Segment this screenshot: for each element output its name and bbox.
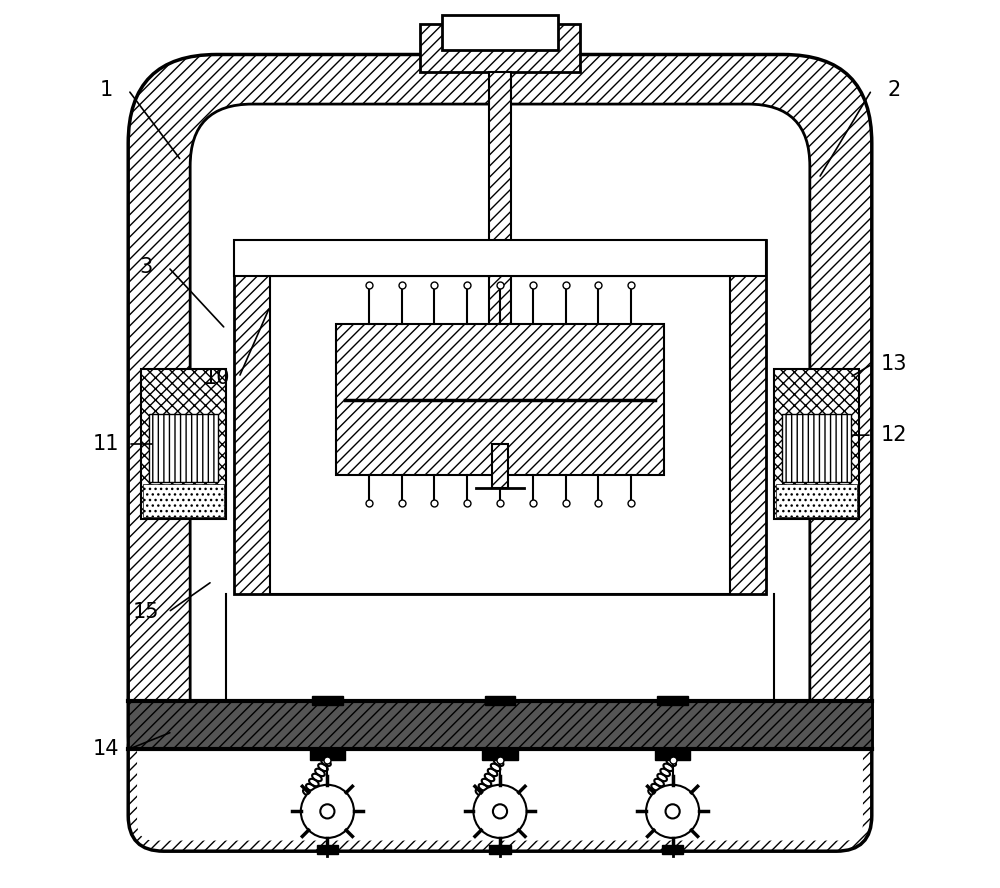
FancyBboxPatch shape bbox=[128, 714, 872, 852]
Bar bbox=[128, 701, 872, 749]
Circle shape bbox=[493, 805, 507, 819]
Bar bbox=[662, 845, 683, 854]
Bar bbox=[774, 369, 859, 519]
Text: 13: 13 bbox=[881, 354, 907, 375]
Text: 2: 2 bbox=[887, 80, 901, 100]
Bar bbox=[317, 845, 338, 854]
Circle shape bbox=[301, 785, 354, 838]
Text: 11: 11 bbox=[93, 434, 119, 454]
Text: 15: 15 bbox=[133, 602, 159, 622]
Bar bbox=[492, 444, 508, 488]
Bar bbox=[489, 845, 511, 854]
Bar bbox=[655, 749, 690, 760]
FancyBboxPatch shape bbox=[128, 54, 872, 825]
Bar bbox=[141, 369, 226, 519]
Bar bbox=[482, 749, 518, 760]
Circle shape bbox=[320, 805, 334, 819]
FancyBboxPatch shape bbox=[190, 104, 810, 794]
Text: 10: 10 bbox=[203, 368, 230, 387]
Bar bbox=[312, 696, 343, 705]
Text: 3: 3 bbox=[139, 257, 153, 277]
Bar bbox=[489, 72, 511, 444]
Bar bbox=[310, 749, 345, 760]
Bar bbox=[270, 276, 730, 594]
Circle shape bbox=[646, 785, 699, 838]
FancyBboxPatch shape bbox=[137, 725, 863, 841]
Bar bbox=[234, 241, 766, 276]
Bar bbox=[782, 414, 851, 481]
Circle shape bbox=[666, 805, 680, 819]
Bar bbox=[143, 484, 224, 518]
Text: 14: 14 bbox=[93, 740, 119, 759]
Bar bbox=[776, 484, 857, 518]
Circle shape bbox=[473, 785, 527, 838]
Bar bbox=[234, 241, 766, 594]
Bar bbox=[657, 696, 688, 705]
Bar bbox=[420, 23, 580, 72]
Bar bbox=[442, 15, 558, 50]
Bar bbox=[336, 324, 664, 475]
Bar bbox=[485, 696, 515, 705]
Text: 1: 1 bbox=[99, 80, 113, 100]
Text: 12: 12 bbox=[881, 425, 907, 445]
Bar bbox=[149, 414, 218, 481]
